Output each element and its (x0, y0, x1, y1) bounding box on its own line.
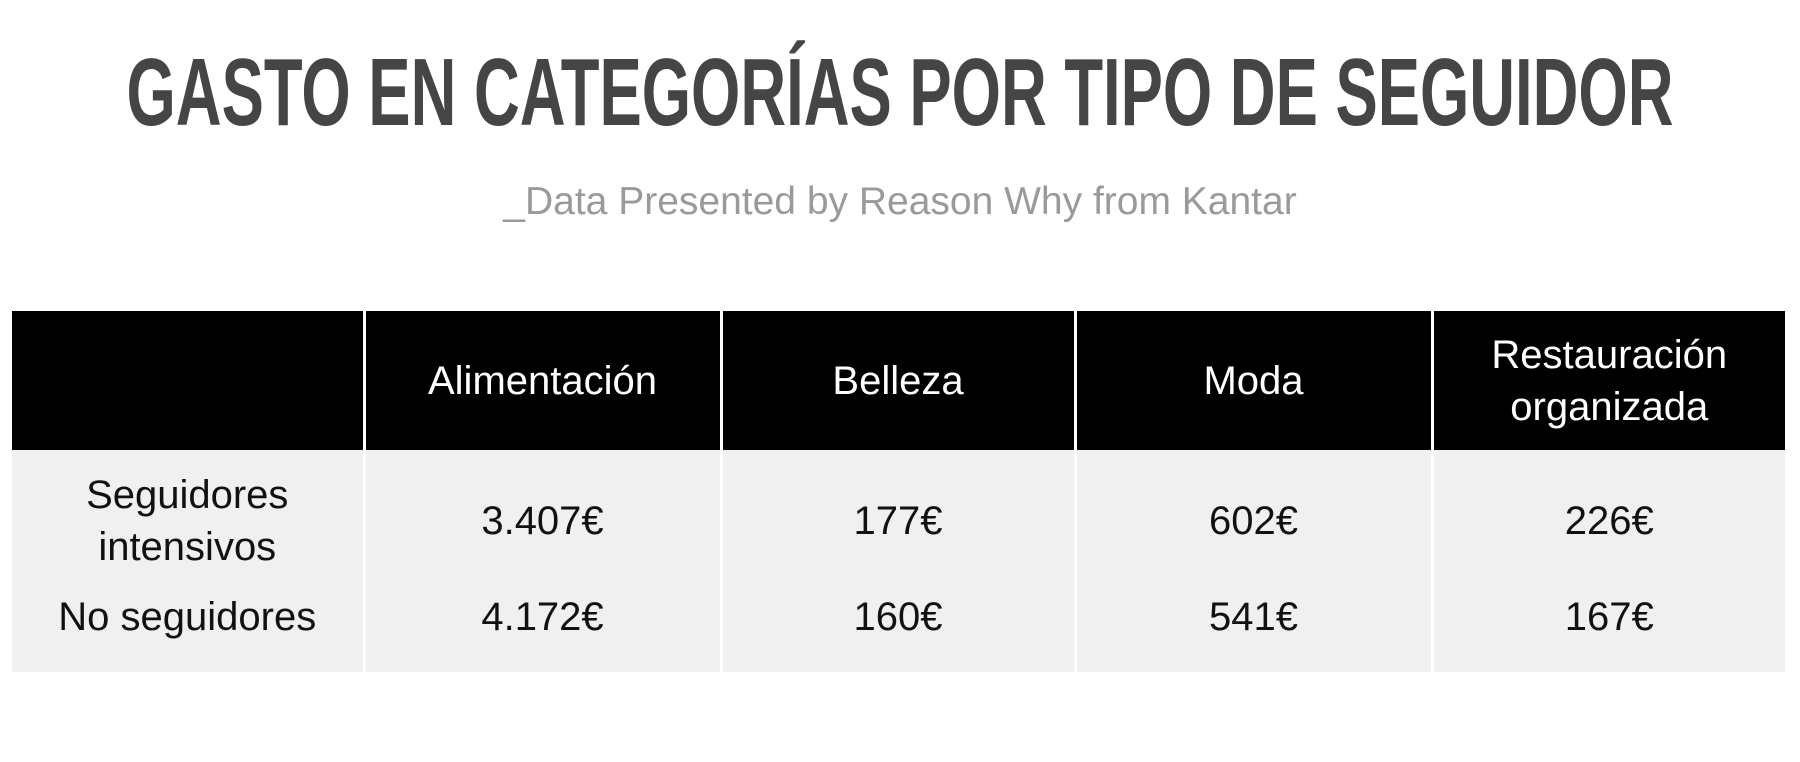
table-row: No seguidores 4.172€ 160€ 541€ 167€ (12, 591, 1785, 672)
data-table: Alimentación Belleza Moda Restauración orga… (12, 311, 1785, 672)
header-row: Alimentación Belleza Moda Restauración orga… (12, 311, 1785, 450)
row-label: Seguidores intensivos (12, 450, 366, 591)
cell: 602€ (1075, 450, 1434, 591)
table-row: Seguidores intensivos 3.407€ 177€ 602€ 226€ (12, 450, 1785, 591)
column-header: Restauración organizada (1432, 311, 1785, 450)
cell: 541€ (1075, 591, 1434, 672)
cell: 177€ (721, 450, 1077, 591)
cell: 3.407€ (364, 450, 723, 591)
column-header: Belleza (721, 311, 1077, 450)
title: GASTO EN CATEGORÍAS POR TIPO DE SEGUIDOR (127, 39, 1674, 146)
corner-cell (12, 311, 366, 450)
cell: 226€ (1432, 450, 1785, 591)
column-header: Alimentación (364, 311, 723, 450)
cell: 4.172€ (364, 591, 723, 672)
row-label: No seguidores (12, 591, 366, 672)
subtitle: _Data Presented by Reason Why from Kanta… (503, 180, 1297, 223)
cell: 160€ (721, 591, 1077, 672)
column-header: Moda (1075, 311, 1434, 450)
cell: 167€ (1432, 591, 1785, 672)
title-area: GASTO EN CATEGORÍAS POR TIPO DE SEGUIDOR (127, 39, 1674, 146)
